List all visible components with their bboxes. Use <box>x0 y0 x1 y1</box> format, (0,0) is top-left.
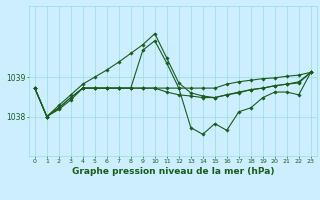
X-axis label: Graphe pression niveau de la mer (hPa): Graphe pression niveau de la mer (hPa) <box>72 167 274 176</box>
